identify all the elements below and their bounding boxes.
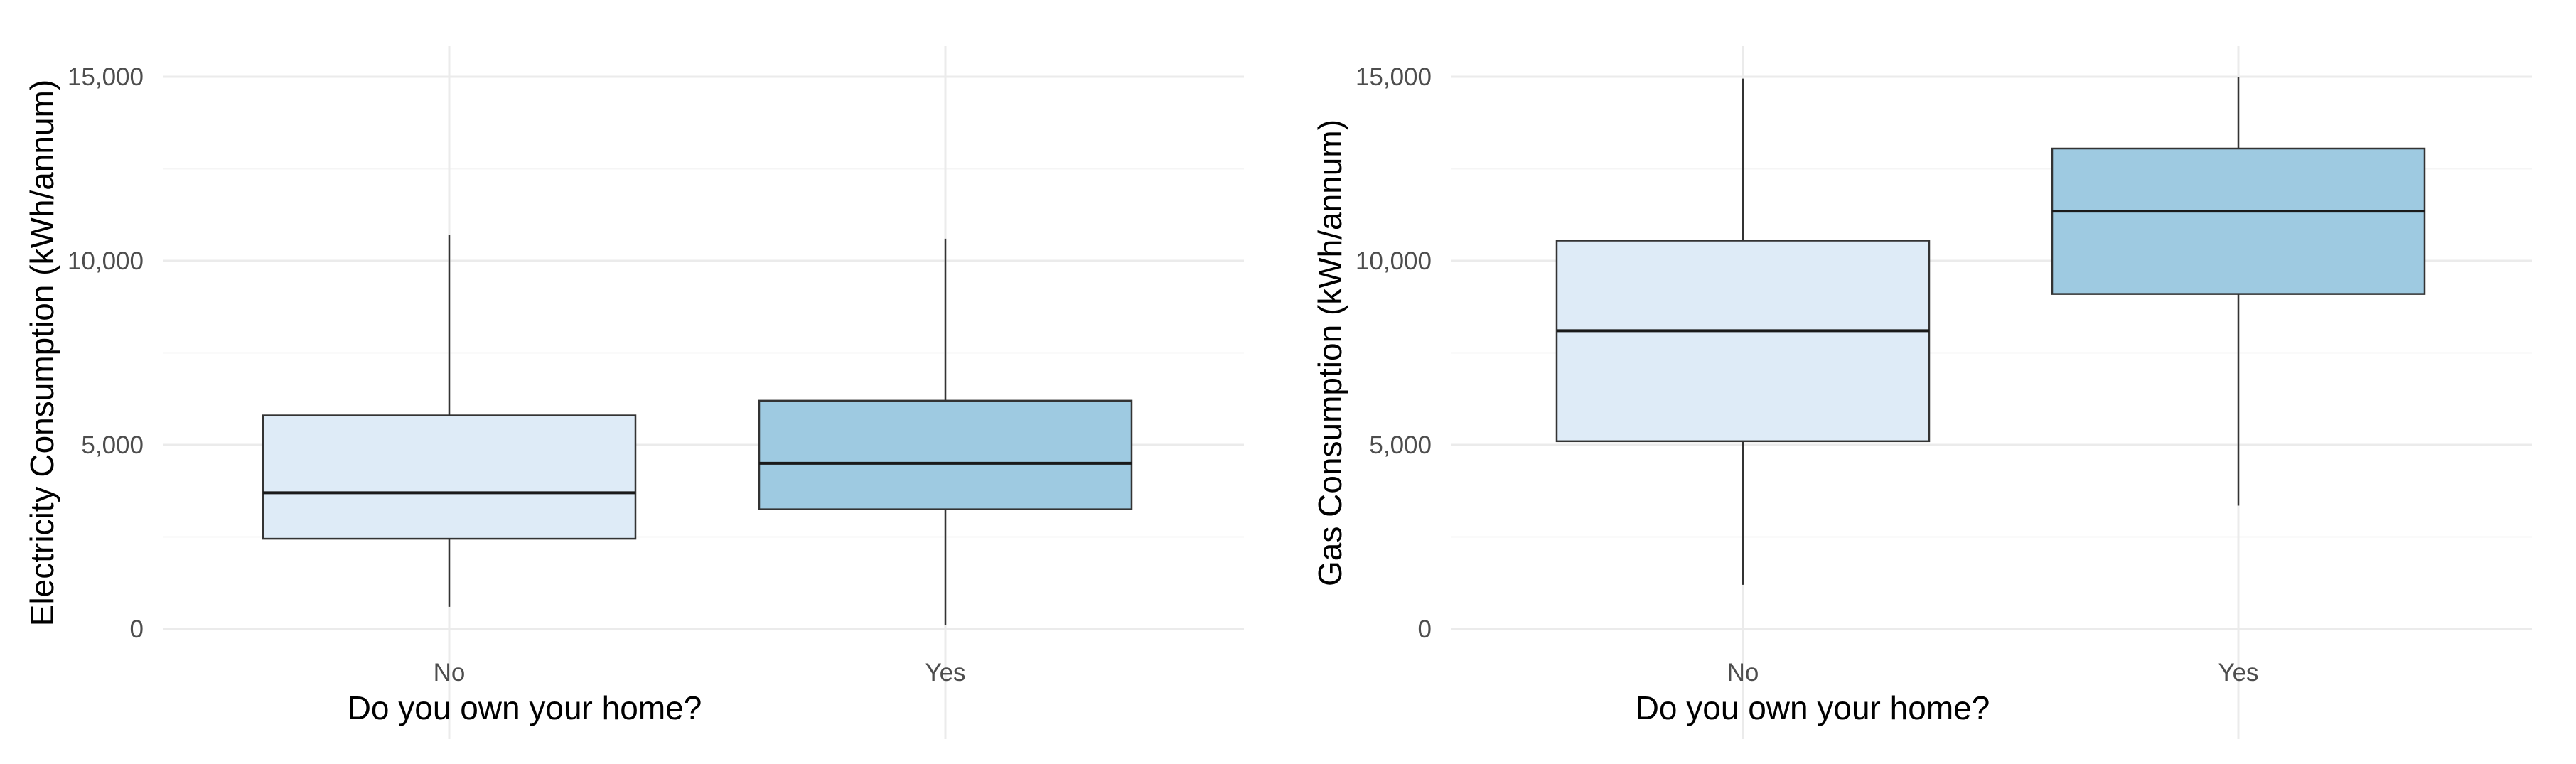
box-yes <box>758 399 1133 510</box>
x-tick-label: No <box>1727 659 1759 687</box>
y-tick-label: 5,000 <box>1369 431 1432 459</box>
electricity-boxplot: 0 5,000 10,000 15,000 No Yes Do you own your h… <box>23 46 1244 739</box>
y-tick-label: 10,000 <box>1356 247 1432 275</box>
box-yes <box>2051 147 2426 295</box>
y-tick-label: 0 <box>1418 615 1432 643</box>
box-no <box>1555 240 1931 443</box>
x-tick-label: No <box>434 659 466 687</box>
x-axis-title: Do you own your home? <box>348 689 702 726</box>
y-tick-label: 10,000 <box>68 247 144 275</box>
x-tick-label: Yes <box>925 659 965 687</box>
gas-boxplot-panel: 0 5,000 10,000 15,000 No Yes Do you own your h… <box>1288 0 2576 760</box>
y-axis-title: Electricity Consumption (kWh/annum) <box>23 80 60 626</box>
y-tick-label: 15,000 <box>68 63 144 91</box>
y-tick-label: 15,000 <box>1356 63 1432 91</box>
y-axis-title: Gas Consumption (kWh/annum) <box>1311 119 1348 586</box>
gas-boxplot: 0 5,000 10,000 15,000 No Yes Do you own your h… <box>1311 46 2532 739</box>
y-tick-label: 5,000 <box>81 431 144 459</box>
x-tick-label: Yes <box>2218 659 2258 687</box>
x-axis-title: Do you own your home? <box>1636 689 1990 726</box>
electricity-boxplot-panel: 0 5,000 10,000 15,000 No Yes Do you own your h… <box>0 0 1288 760</box>
box-no <box>262 414 637 540</box>
y-tick-label: 0 <box>130 615 144 643</box>
